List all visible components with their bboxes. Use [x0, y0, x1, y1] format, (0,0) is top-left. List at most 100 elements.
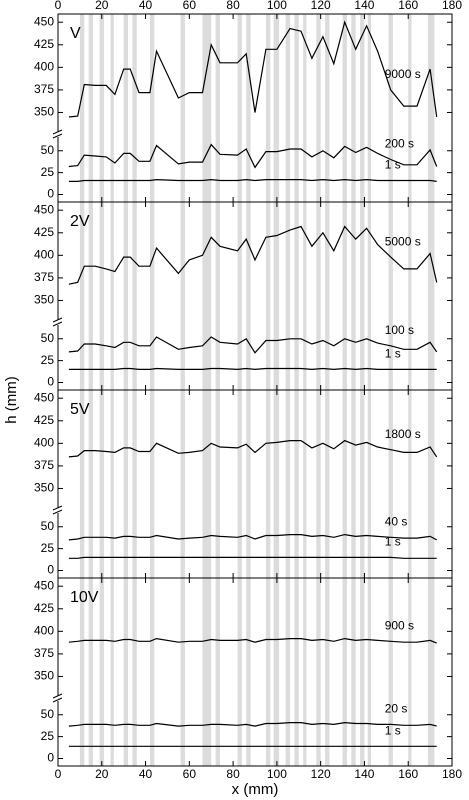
axis-break-gap: [54, 508, 62, 513]
gray-band: [265, 578, 271, 766]
gray-band: [202, 202, 212, 390]
x-tick-label: 0: [55, 767, 62, 781]
gray-band: [367, 578, 372, 766]
y-tick-label: 425: [34, 413, 54, 427]
series-line: [68, 178, 437, 182]
x-tick-label: 20: [95, 767, 109, 781]
gray-band: [388, 14, 393, 202]
gray-band: [246, 578, 251, 766]
gray-band: [79, 14, 85, 202]
gray-band: [79, 578, 85, 766]
y-tick-label: 0: [47, 751, 54, 765]
gray-band: [294, 390, 299, 578]
x-tick-label-top: 160: [398, 0, 418, 12]
x-axis-label: x (mm): [232, 781, 279, 798]
gray-band: [180, 202, 185, 390]
x-tick-label: 100: [267, 767, 287, 781]
gray-band: [99, 390, 104, 578]
panel-label: 2V: [70, 213, 90, 230]
panel-label: V: [70, 25, 81, 42]
y-tick-label: 25: [41, 353, 55, 367]
gray-band: [273, 390, 280, 578]
gray-band: [351, 202, 356, 390]
gray-band: [215, 202, 220, 390]
gray-band: [123, 578, 129, 766]
gray-band: [123, 14, 129, 202]
gray-band: [88, 578, 94, 766]
gray-band: [149, 578, 155, 766]
series-label: 1 s: [385, 723, 401, 737]
y-tick-label: 0: [47, 187, 54, 201]
y-tick-label: 50: [41, 331, 55, 345]
y-tick-label: 350: [34, 669, 54, 683]
y-tick-label: 50: [41, 143, 55, 157]
gray-band: [342, 202, 347, 390]
gray-band: [367, 390, 372, 578]
y-tick-label: 350: [34, 105, 54, 119]
gray-band: [265, 202, 271, 390]
axis-break: [52, 129, 63, 135]
x-tick-label: 80: [226, 767, 240, 781]
y-tick-label: 425: [34, 225, 54, 239]
gray-band: [316, 14, 321, 202]
panel-frame: [57, 577, 453, 767]
y-tick-label: 375: [34, 82, 54, 96]
x-tick-label-top: 100: [267, 0, 287, 12]
gray-band: [408, 390, 412, 578]
y-tick-label: 450: [34, 202, 54, 216]
gray-band: [285, 14, 291, 202]
gray-band: [88, 202, 94, 390]
x-tick-label: 160: [398, 767, 418, 781]
series-line: [68, 439, 438, 458]
x-tick-label: 40: [139, 767, 153, 781]
gray-band: [360, 390, 365, 578]
series-label: 1 s: [385, 158, 401, 172]
gray-band: [246, 390, 251, 578]
x-tick-label: 120: [311, 767, 331, 781]
axis-break-gap: [54, 132, 62, 137]
gray-band: [294, 202, 299, 390]
gray-band: [303, 578, 307, 766]
axis-break: [52, 321, 63, 327]
gray-band: [360, 578, 365, 766]
gray-band: [79, 202, 85, 390]
axis-break: [52, 697, 63, 703]
gray-band: [132, 202, 137, 390]
y-tick-label: 400: [34, 624, 54, 638]
y-tick-label: 0: [47, 563, 54, 577]
gray-band: [215, 390, 220, 578]
gray-band: [367, 14, 372, 202]
gray-band: [110, 390, 114, 578]
gray-band: [360, 14, 365, 202]
gray-band: [132, 390, 137, 578]
gray-band: [427, 14, 435, 202]
x-tick-label-top: 80: [226, 0, 240, 12]
gray-band: [149, 14, 155, 202]
y-tick-label: 400: [34, 248, 54, 262]
gray-band: [273, 14, 280, 202]
gray-band: [180, 578, 185, 766]
gray-band: [99, 202, 104, 390]
x-tick-label-top: 120: [311, 0, 331, 12]
gray-band: [99, 578, 104, 766]
gray-band: [123, 202, 129, 390]
axis-break: [52, 505, 63, 511]
x-tick-label-top: 20: [95, 0, 109, 12]
series-label: 5000 s: [385, 234, 421, 248]
axis-break-gap: [54, 696, 62, 701]
y-tick-label: 400: [34, 60, 54, 74]
panel-label: 5V: [70, 401, 90, 418]
gray-band: [79, 390, 85, 578]
series-label: 40 s: [385, 514, 408, 528]
series-line: [68, 637, 437, 644]
y-tick-label: 350: [34, 481, 54, 495]
y-tick-label: 400: [34, 436, 54, 450]
x-tick-label: 60: [183, 767, 197, 781]
series-label: 20 s: [385, 702, 408, 716]
gray-band: [202, 390, 212, 578]
series-label: 900 s: [385, 618, 414, 632]
gray-band: [237, 578, 242, 766]
x-tick-label-top: 40: [139, 0, 153, 12]
x-tick-label-top: 140: [354, 0, 374, 12]
